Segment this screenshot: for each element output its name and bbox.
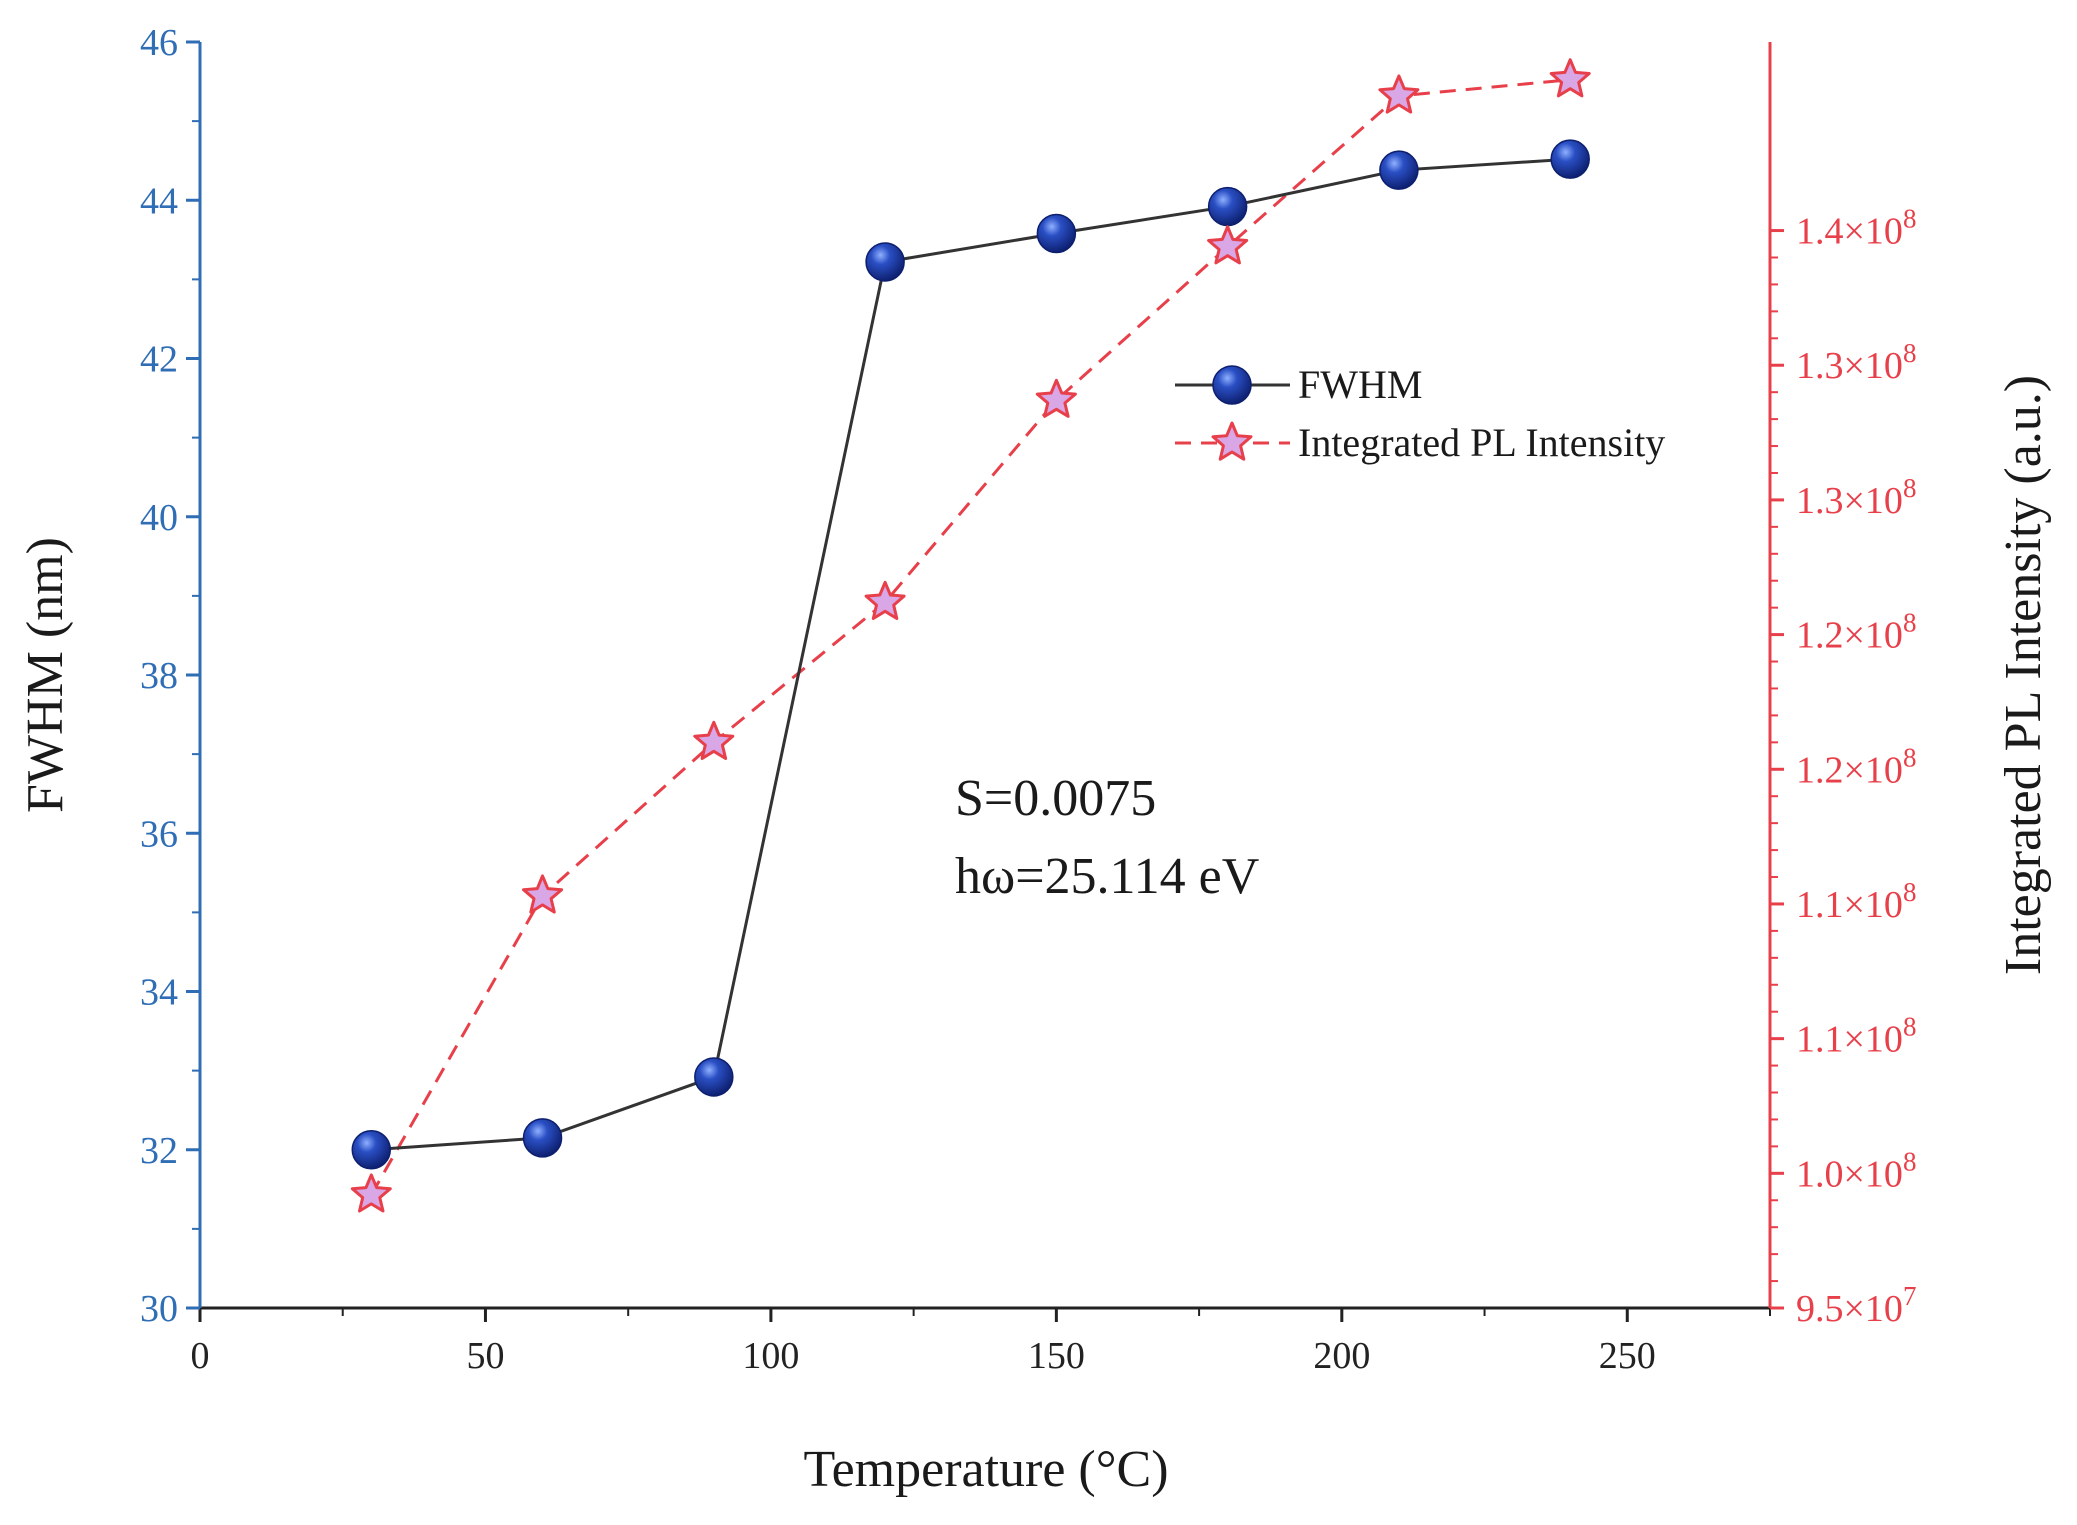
fwhm-data-point [1036,213,1077,254]
y-axis-right-title: Integrated PL Intensity (a.u.) [1995,375,2052,975]
legend-pl-star [1211,421,1253,461]
y-right-tick-label: 1.1×108 [1796,877,1916,926]
pl-data-point [864,580,906,620]
y-left-tick-label: 32 [140,1130,178,1172]
y-right-tick-label: 1.0×108 [1796,1146,1916,1195]
x-tick-label: 200 [1313,1335,1370,1377]
fwhm-data-point [694,1057,734,1097]
pl-data-point [1207,225,1249,265]
legend-fwhm-ball [1212,365,1252,405]
pl-data-point [693,720,735,760]
x-tick-label: 0 [191,1335,210,1377]
legend-pl-marker [1211,421,1253,461]
y-right-tick-label: 9.5×107 [1796,1281,1916,1330]
pl-data-point [1378,74,1420,114]
y-left-tick-label: 46 [140,22,178,64]
pl-data-point [350,1173,392,1213]
x-tick-label: 250 [1599,1335,1656,1377]
y-left-tick-label: 36 [140,813,178,855]
fwhm-data-point [1550,139,1590,179]
fwhm-data-point [1207,186,1248,227]
fwhm-data-point [351,1130,392,1170]
fwhm-data-point [1379,150,1419,190]
y-right-tick-label: 1.3×108 [1796,338,1916,387]
legend-fwhm-marker [1212,365,1252,405]
x-tick-label: 100 [742,1335,799,1377]
fwhm-data-point [865,242,905,282]
y-left-tick-label: 38 [140,655,178,697]
pl-data-point [1035,378,1077,418]
y-left-tick-label: 44 [140,180,178,222]
x-axis-title: Temperature (°C) [803,1441,1168,1498]
y-axis-left-title: FWHM (nm) [17,537,74,813]
x-tick-label: 150 [1028,1335,1085,1377]
y-left-tick-label: 40 [140,497,178,539]
y-left-tick-label: 34 [140,972,178,1014]
y-right-tick-label: 1.2×108 [1796,608,1916,657]
y-right-tick-label: 1.1×108 [1796,1012,1916,1061]
fwhm-data-point [522,1118,563,1158]
x-tick-label: 50 [466,1335,504,1377]
annotation-s-value: S=0.0075 [955,770,1156,827]
y-right-tick-label: 1.3×108 [1796,473,1916,522]
fwhm-series-line [371,157,1571,1152]
pl-data-point [522,874,564,914]
legend-pl-label: Integrated PL Intensity [1298,420,1665,465]
y-right-tick-label: 1.2×108 [1796,742,1916,791]
annotation-phonon-energy: hω=25.114 eV [955,848,1259,905]
y-left-tick-label: 30 [140,1288,178,1330]
legend-fwhm-label: FWHM [1298,362,1422,407]
legend: FWHM Integrated PL Intensity [1175,362,1665,465]
pl-data-point [1549,58,1591,98]
y-left-tick-label: 42 [140,339,178,381]
y-right-tick-label: 1.4×108 [1796,204,1916,253]
